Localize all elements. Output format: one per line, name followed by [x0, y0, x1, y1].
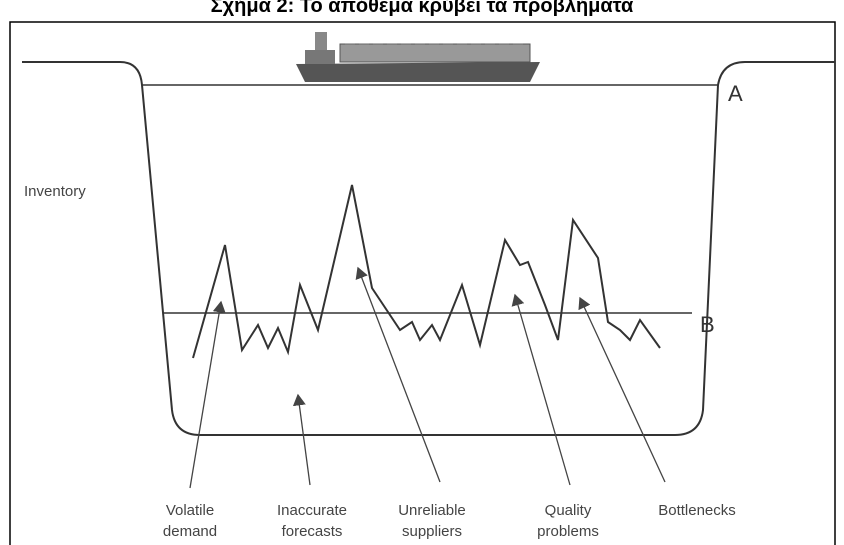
cause-labels: Volatile demand Inaccurate forecasts Unrelia… — [163, 502, 736, 540]
cause-label: Unreliable — [398, 502, 466, 519]
tank — [22, 62, 835, 435]
cause-label: Volatile — [166, 502, 214, 519]
cause-label: demand — [163, 523, 217, 540]
level-a-label: A — [728, 81, 743, 106]
arrows — [190, 268, 665, 488]
cause-label: Quality — [545, 502, 592, 519]
rocks — [193, 185, 660, 358]
cause-label: suppliers — [402, 523, 462, 540]
frame — [10, 22, 835, 545]
level-b-label: B — [700, 312, 715, 337]
cause-label: Bottlenecks — [658, 502, 736, 519]
cause-label: Inaccurate — [277, 502, 347, 519]
ship — [296, 32, 540, 82]
cause-label: forecasts — [282, 523, 343, 540]
diagram: Σχήμα 2: Το απόθεμα κρύβει τα προβλήματα… — [0, 0, 844, 545]
title: Σχήμα 2: Το απόθεμα κρύβει τα προβλήματα — [211, 0, 634, 17]
page: {"header": {"title": "Σχήμα 2: Το απόθεμ… — [0, 0, 844, 545]
cause-label: problems — [537, 523, 599, 540]
inventory-label: Inventory — [24, 183, 86, 200]
